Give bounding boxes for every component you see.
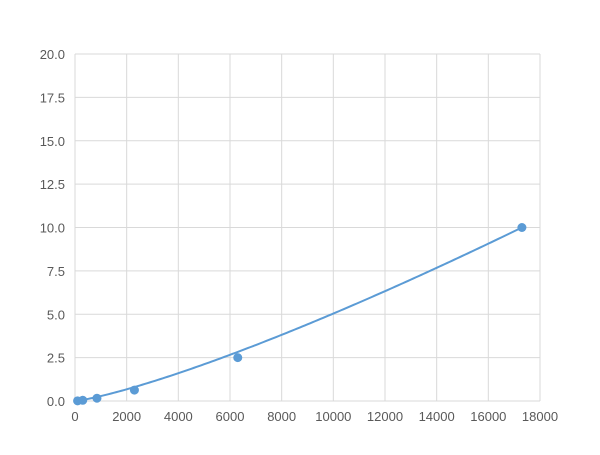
x-tick-label: 8000 bbox=[267, 409, 296, 424]
data-point bbox=[233, 353, 243, 363]
x-tick-label: 18000 bbox=[522, 409, 558, 424]
series-line bbox=[74, 226, 523, 402]
y-tick-label: 5.0 bbox=[47, 307, 65, 322]
data-point bbox=[517, 223, 527, 232]
data-point bbox=[129, 385, 139, 395]
data-point bbox=[92, 393, 102, 403]
data-point bbox=[78, 395, 88, 405]
x-tick-label: 12000 bbox=[367, 409, 403, 424]
y-tick-label: 2.5 bbox=[47, 351, 65, 366]
x-tick-label: 16000 bbox=[470, 409, 506, 424]
x-tick-label: 14000 bbox=[419, 409, 455, 424]
y-tick-label: 17.5 bbox=[40, 90, 65, 105]
x-tick-label: 10000 bbox=[315, 409, 351, 424]
x-tick-label: 2000 bbox=[112, 409, 141, 424]
y-tick-label: 20.0 bbox=[40, 47, 65, 62]
y-tick-label: 15.0 bbox=[40, 134, 65, 149]
x-tick-label: 4000 bbox=[164, 409, 193, 424]
x-tick-label: 6000 bbox=[216, 409, 245, 424]
y-tick-label: 10.0 bbox=[40, 221, 65, 236]
y-tick-label: 7.5 bbox=[47, 264, 65, 279]
x-tick-label: 0 bbox=[71, 409, 78, 424]
y-tick-label: 12.5 bbox=[40, 177, 65, 192]
y-tick-label: 0.0 bbox=[47, 394, 65, 409]
